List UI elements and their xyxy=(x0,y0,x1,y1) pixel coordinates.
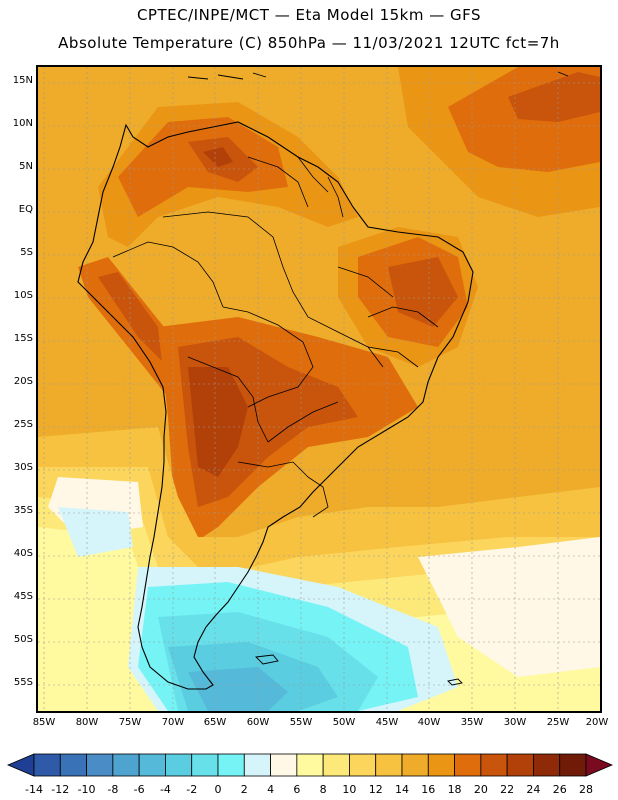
colorbar-label: -14 xyxy=(25,783,43,796)
lat-label-10S: 10S xyxy=(13,290,33,301)
colorbar xyxy=(6,753,614,777)
colorbar-arrow-high xyxy=(585,753,614,777)
graticule xyxy=(38,67,600,711)
lat-label-15S: 15S xyxy=(13,333,33,344)
lat-label-10N: 10N xyxy=(12,118,33,129)
lon-label-70W: 70W xyxy=(161,717,185,728)
chart-title-line2: Absolute Temperature (C) 850hPa — 11/03/… xyxy=(58,34,560,52)
colorbar-label: 14 xyxy=(395,783,409,796)
colorbar-cell xyxy=(533,753,561,777)
field-cold-m2 xyxy=(188,667,288,711)
temperature-map xyxy=(36,65,602,713)
lon-label-80W: 80W xyxy=(75,717,99,728)
colorbar-label: 6 xyxy=(293,783,301,796)
lon-label-35W: 35W xyxy=(460,717,484,728)
colorbar-cell xyxy=(138,753,166,777)
colorbar-cell xyxy=(506,753,534,777)
colorbar-cell xyxy=(270,753,298,777)
colorbar-cell xyxy=(86,753,114,777)
colorbar-cell xyxy=(559,753,587,777)
colorbar-label: 16 xyxy=(421,783,436,796)
lon-label-85W: 85W xyxy=(32,717,56,728)
lon-label-30W: 30W xyxy=(503,717,527,728)
falklands xyxy=(255,654,279,665)
lon-label-45W: 45W xyxy=(375,717,399,728)
field-venezuela-24 xyxy=(203,147,233,167)
colorbar-label: 8 xyxy=(319,783,327,796)
colorbar-label: -12 xyxy=(51,783,70,796)
field-chaco-24 xyxy=(188,367,248,477)
lat-label-30S: 30S xyxy=(13,462,33,473)
colorbar-cell xyxy=(33,753,61,777)
lon-label-75W: 75W xyxy=(118,717,142,728)
colorbar-label: 12 xyxy=(368,783,383,796)
colorbar-cell xyxy=(243,753,271,777)
lat-label-40S: 40S xyxy=(13,548,33,559)
colorbar-label: 10 xyxy=(342,783,357,796)
colorbar-arrow-low xyxy=(6,753,35,777)
colorbar-cell xyxy=(401,753,429,777)
colorbar-label: 22 xyxy=(500,783,515,796)
colorbar-label: -10 xyxy=(77,783,96,796)
lat-label-55S: 55S xyxy=(13,677,33,688)
colorbar-cell xyxy=(112,753,140,777)
field-atlantic-north-22 xyxy=(508,72,600,122)
colorbar-label: 24 xyxy=(526,783,541,796)
field-pacific-6 xyxy=(58,507,133,557)
map-canvas xyxy=(38,67,600,711)
caribbean-islands xyxy=(187,71,569,80)
chart-title-line1: CPTEC/INPE/MCT — Eta Model 15km — GFS xyxy=(136,6,482,24)
south-georgia xyxy=(447,678,463,686)
lat-label-20S: 20S xyxy=(13,376,33,387)
colorbar-cell xyxy=(375,753,403,777)
lon-label-20W: 20W xyxy=(585,717,609,728)
colorbar-cell xyxy=(427,753,455,777)
colorbar-cell xyxy=(349,753,377,777)
colorbar-label: 0 xyxy=(214,783,222,796)
colorbar-label: 2 xyxy=(240,783,248,796)
colorbar-label: 18 xyxy=(447,783,462,796)
lon-label-25W: 25W xyxy=(546,717,570,728)
country-borders xyxy=(112,156,439,518)
colorbar-label: 20 xyxy=(473,783,488,796)
lat-label-35S: 35S xyxy=(13,505,33,516)
lat-label-eq: EQ xyxy=(18,204,33,215)
colorbar-label: 26 xyxy=(552,783,567,796)
lon-label-65W: 65W xyxy=(203,717,227,728)
colorbar-cell xyxy=(191,753,219,777)
lat-label-45S: 45S xyxy=(13,591,33,602)
colorbar-cell xyxy=(217,753,245,777)
colorbar-label: -2 xyxy=(186,783,198,796)
colorbar-cell xyxy=(165,753,193,777)
colorbar-cell xyxy=(454,753,482,777)
lat-label-25S: 25S xyxy=(13,419,33,430)
colorbar-label: 28 xyxy=(579,783,593,796)
lat-label-5N: 5N xyxy=(19,161,33,172)
colorbar-label: 4 xyxy=(267,783,275,796)
colorbar-cell xyxy=(59,753,87,777)
lon-label-40W: 40W xyxy=(417,717,441,728)
colorbar-cell xyxy=(480,753,508,777)
field-nw-sa-20 xyxy=(118,117,288,217)
lon-label-50W: 50W xyxy=(332,717,356,728)
lon-label-55W: 55W xyxy=(289,717,313,728)
lon-label-60W: 60W xyxy=(246,717,270,728)
colorbar-label: -8 xyxy=(107,783,119,796)
colorbar-cell xyxy=(322,753,350,777)
lat-label-15N: 15N xyxy=(12,75,33,86)
south-america-coastline xyxy=(77,121,474,690)
lat-label-50S: 50S xyxy=(13,634,33,645)
colorbar-label: -4 xyxy=(159,783,171,796)
colorbar-label: -6 xyxy=(133,783,145,796)
lat-label-5S: 5S xyxy=(20,247,33,258)
colorbar-cell xyxy=(296,753,324,777)
